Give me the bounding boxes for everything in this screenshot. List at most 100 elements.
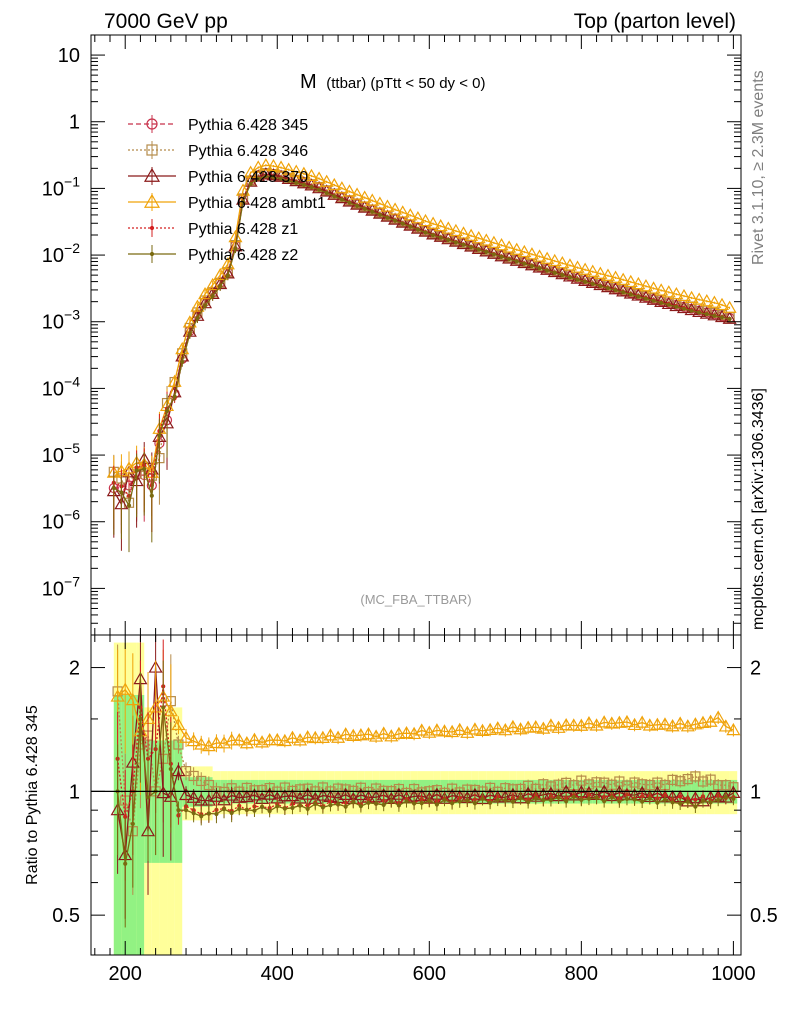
main-point bbox=[205, 277, 220, 291]
ratio-point bbox=[450, 801, 455, 806]
ratio-point bbox=[571, 794, 576, 799]
main-point bbox=[697, 310, 702, 315]
main-point bbox=[281, 171, 296, 185]
ratio-point bbox=[290, 805, 295, 810]
ratio-point bbox=[244, 807, 249, 812]
main-point bbox=[638, 279, 654, 292]
main-point bbox=[722, 300, 737, 313]
main-point bbox=[350, 187, 365, 200]
ratio-point bbox=[285, 730, 300, 743]
main-point bbox=[491, 252, 497, 257]
main-point bbox=[547, 253, 562, 267]
ratio-point bbox=[642, 718, 657, 731]
ratio-point bbox=[404, 799, 409, 804]
main-point bbox=[654, 294, 669, 307]
main-point bbox=[392, 218, 398, 223]
main-point bbox=[643, 296, 649, 301]
plot-title: M (ttbar) (pTtt < 50 dy < 0) bbox=[300, 71, 485, 93]
ratio-point bbox=[731, 796, 736, 801]
ratio-point bbox=[655, 800, 660, 805]
ratio-series-line bbox=[116, 686, 734, 818]
ratio-point bbox=[670, 800, 675, 805]
ratio-point bbox=[237, 806, 242, 811]
main-point bbox=[712, 313, 717, 318]
main-point bbox=[418, 213, 433, 227]
legend-entry: Pythia 6.428 ambt1 bbox=[128, 193, 326, 212]
ratio-point bbox=[389, 799, 394, 804]
ratio-point bbox=[521, 720, 536, 733]
main-point bbox=[448, 223, 463, 237]
ratio-point bbox=[335, 802, 341, 807]
ratio-point bbox=[300, 730, 315, 743]
legend-marker bbox=[143, 167, 161, 182]
ratio-point bbox=[495, 797, 500, 802]
xtick-label: 1000 bbox=[711, 963, 756, 985]
main-ytick-exp: −5 bbox=[64, 440, 80, 456]
main-point bbox=[499, 254, 504, 259]
main-series-3 bbox=[106, 158, 737, 520]
ratio-point bbox=[662, 797, 668, 802]
ratio-point bbox=[564, 799, 569, 804]
main-point bbox=[426, 216, 441, 229]
main-point bbox=[316, 187, 322, 192]
main-point bbox=[646, 292, 661, 305]
ratio-point bbox=[533, 796, 538, 801]
main-point bbox=[446, 237, 451, 243]
ratio-point bbox=[434, 802, 440, 807]
main-point bbox=[372, 196, 387, 209]
main-point bbox=[674, 304, 679, 309]
main-point bbox=[509, 242, 524, 255]
ratio-point bbox=[723, 794, 728, 800]
main-point bbox=[484, 249, 489, 255]
ratio-point bbox=[183, 808, 189, 813]
main-point bbox=[126, 503, 132, 508]
ratio-point bbox=[145, 795, 151, 800]
ratio-point bbox=[191, 811, 196, 816]
main-ytick-exp: −6 bbox=[64, 507, 80, 523]
main-point bbox=[590, 281, 595, 286]
ratio-point bbox=[617, 799, 622, 804]
ratio-point bbox=[604, 716, 619, 729]
plot-title-main: M bbox=[300, 71, 317, 93]
ratio-point bbox=[275, 804, 280, 809]
main-point bbox=[423, 230, 428, 235]
ratio-point bbox=[697, 776, 709, 787]
legend-marker bbox=[149, 251, 155, 257]
ratio-point bbox=[282, 806, 287, 811]
main-point bbox=[403, 208, 418, 221]
ratio-point bbox=[442, 797, 447, 803]
main-point bbox=[651, 298, 656, 303]
main-point bbox=[575, 277, 580, 282]
ratio-point bbox=[138, 716, 143, 722]
ratio-point bbox=[313, 801, 318, 807]
legend-label: Pythia 6.428 z2 bbox=[188, 247, 298, 264]
main-point bbox=[461, 242, 466, 247]
main-ytick-label: 1 bbox=[69, 112, 80, 134]
main-point bbox=[332, 194, 337, 199]
main-point bbox=[164, 408, 170, 414]
main-point bbox=[636, 294, 641, 299]
ratio-point bbox=[259, 804, 265, 810]
main-point bbox=[608, 270, 623, 283]
ratio-ytick-label: 2 bbox=[69, 658, 80, 680]
ratio-point bbox=[526, 800, 531, 805]
main-point bbox=[309, 184, 314, 190]
legend-label: Pythia 6.428 ambt1 bbox=[188, 195, 326, 212]
ratio-point bbox=[178, 730, 194, 743]
main-point bbox=[583, 279, 588, 284]
main-ytick-label: 10−6 bbox=[42, 507, 80, 534]
main-point bbox=[471, 230, 486, 244]
main-point bbox=[714, 297, 730, 311]
main-point bbox=[646, 281, 661, 294]
main-series bbox=[106, 158, 737, 553]
main-ytick-label: 10−5 bbox=[42, 440, 80, 467]
main-ytick-label: 10−7 bbox=[42, 573, 80, 600]
main-point bbox=[187, 332, 192, 337]
main-point bbox=[228, 229, 243, 243]
ratio-point bbox=[518, 795, 523, 801]
main-point bbox=[727, 316, 732, 322]
main-point bbox=[453, 240, 459, 245]
main-point bbox=[684, 290, 699, 304]
ratio-point bbox=[297, 803, 303, 808]
main-point bbox=[266, 168, 281, 181]
